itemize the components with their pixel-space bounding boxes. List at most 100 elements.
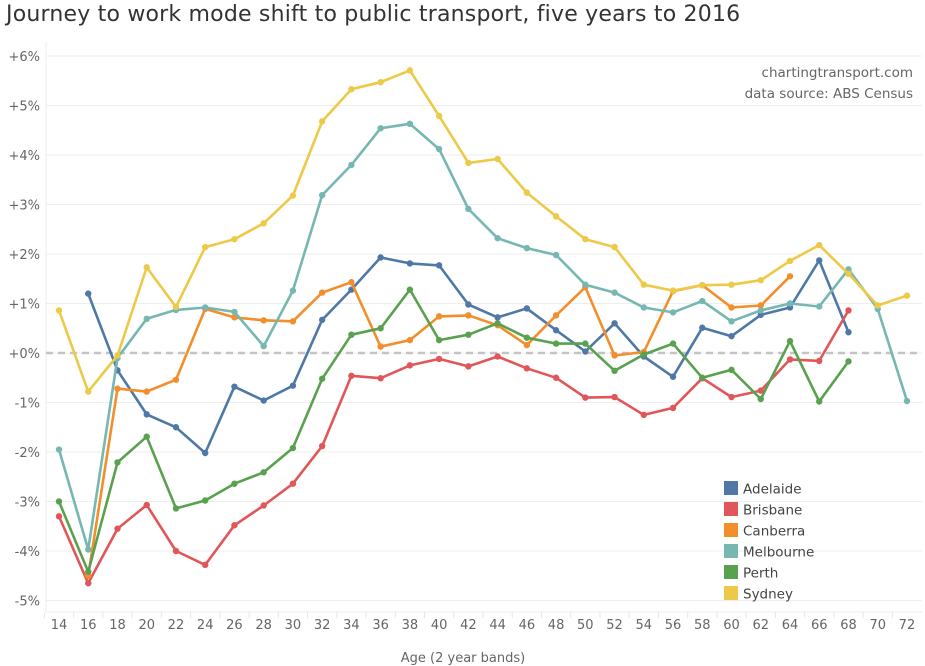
x-tick-label: 70 [869,618,886,633]
data-point-perth [377,325,384,332]
data-point-adelaide [816,257,823,264]
legend-label-melbourne: Melbourne [743,545,814,561]
data-point-perth [640,351,647,358]
data-point-melbourne [406,120,414,128]
data-point-perth [143,433,150,440]
data-point-perth [260,469,267,476]
data-point-perth [202,497,209,504]
legend-swatch-melbourne [724,544,738,558]
data-point-sydney [582,235,589,243]
data-point-sydney [669,287,677,294]
data-point-perth [465,331,472,338]
data-point-brisbane [523,365,531,372]
data-point-perth [582,340,589,347]
data-point-adelaide [523,305,531,312]
data-point-melbourne [640,304,647,311]
data-point-melbourne [699,297,706,305]
data-point-canberra [114,385,121,392]
data-point-melbourne [260,342,267,350]
data-point-sydney [143,264,150,271]
data-point-melbourne [377,125,384,132]
y-tick-label: +6% [8,50,40,65]
x-tick-label: 46 [519,618,536,633]
data-point-melbourne [523,244,531,252]
data-point-adelaide [552,327,560,334]
data-point-canberra [786,273,794,280]
data-point-adelaide [143,411,150,418]
x-tick-label: 26 [226,618,243,633]
data-point-brisbane [816,357,823,365]
data-point-sydney [640,281,647,288]
data-point-brisbane [202,561,209,569]
data-point-melbourne [143,315,150,323]
legend-label-canberra: Canberra [743,524,805,540]
data-point-adelaide [85,290,92,297]
y-tick-label: -3% [15,496,40,511]
y-tick-label: -4% [15,545,40,560]
x-tick-label: 56 [665,618,682,633]
data-point-canberra [260,317,267,324]
data-point-perth [552,340,560,347]
source-annotation: chartingtransport.com [762,65,913,81]
data-point-perth [786,337,794,345]
data-point-canberra [728,304,735,311]
data-point-perth [757,395,764,403]
data-point-brisbane [465,363,472,370]
data-point-sydney [786,257,794,265]
y-tick-label: +2% [8,248,40,263]
data-point-melbourne [611,289,618,296]
data-point-perth [494,320,501,327]
data-point-melbourne [582,281,589,288]
data-point-brisbane [231,522,238,529]
data-point-sydney [260,220,267,227]
x-tick-label: 20 [138,618,155,633]
x-tick-label: 18 [109,618,126,633]
data-point-melbourne [231,308,238,316]
data-point-sydney [85,388,92,395]
data-point-melbourne [903,397,911,405]
data-point-adelaide [231,383,238,390]
data-point-brisbane [318,442,326,450]
series-line-perth [57,288,850,574]
data-point-sydney [377,79,384,86]
data-point-brisbane [377,375,384,382]
legend-swatch-adelaide [724,481,738,495]
data-point-melbourne [55,446,63,453]
x-tick-label: 34 [343,618,360,633]
y-tick-label: +5% [8,100,40,115]
data-point-perth [699,374,706,381]
data-point-brisbane [611,393,618,401]
legend-swatch-sydney [724,586,738,600]
data-point-sydney [435,112,443,120]
data-point-sydney [699,281,706,289]
data-point-perth [845,358,852,365]
data-point-brisbane [85,579,92,587]
data-point-perth [435,336,443,344]
y-tick-label: +1% [8,298,40,313]
data-point-adelaide [377,254,384,261]
data-point-sydney [552,213,560,220]
data-point-adelaide [465,301,472,308]
data-point-adelaide [289,382,297,389]
series-line-canberra [86,275,791,577]
data-point-sydney [172,303,180,311]
data-point-canberra [465,312,472,319]
data-point-perth [231,480,238,487]
y-tick-label: +3% [8,199,40,214]
x-tick-label: 54 [636,618,653,633]
x-tick-label: 30 [285,618,302,633]
legend-swatch-brisbane [724,502,738,516]
data-point-canberra [318,289,326,296]
series-line-adelaide [86,256,850,455]
x-tick-label: 16 [80,618,97,633]
data-point-canberra [611,352,618,359]
data-point-melbourne [348,161,355,169]
x-tick-label: 42 [460,618,477,633]
data-point-canberra [406,336,414,344]
data-point-perth [611,367,618,375]
data-point-adelaide [435,262,443,269]
data-point-perth [289,444,297,452]
x-tick-label: 60 [723,618,740,633]
x-tick-label: 36 [372,618,389,633]
